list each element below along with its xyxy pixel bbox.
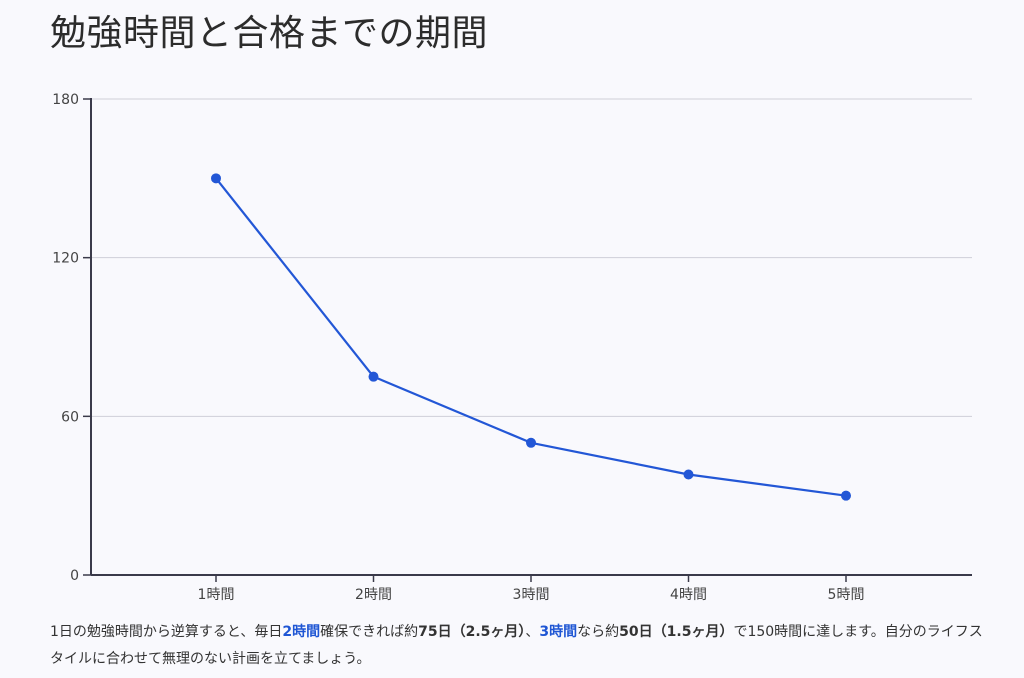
- chart-title: 勉強時間と合格までの期間: [50, 13, 489, 54]
- caption-bold-50days: 50日（1.5ヶ月）: [619, 624, 734, 640]
- caption-highlight-3h: 3時間: [539, 624, 578, 640]
- caption-text-5: で150時間に達します。自分のライフスタイルに合わせて無理のない計画を立てましょ…: [50, 624, 983, 667]
- data-point-1: [211, 173, 221, 184]
- y-axis-ticks: 0 60 120 180: [52, 92, 91, 584]
- data-point-3: [526, 437, 536, 448]
- x-axis-ticks: 1時間 2時間 3時間 4時間 5時間: [198, 575, 865, 603]
- y-tick-label-60: 60: [61, 409, 79, 425]
- data-point-2: [368, 371, 379, 382]
- x-tick-label-1: 1時間: [198, 587, 235, 603]
- x-tick-label-5: 5時間: [828, 587, 865, 603]
- caption-highlight-2h: 2時間: [282, 624, 321, 640]
- x-tick-label-3: 3時間: [513, 587, 550, 603]
- chart-caption: 1日の勉強時間から逆算すると、毎日2時間確保できれば約75日（2.5ヶ月）、3時…: [50, 619, 985, 673]
- caption-text-3: 、: [525, 624, 540, 640]
- line-chart: 0 60 120 180 1時間 2時間 3時間 4時間 5時間: [52, 92, 972, 603]
- series-line: [211, 173, 851, 501]
- gridlines: [91, 98, 972, 417]
- x-tick-label-2: 2時間: [355, 587, 392, 603]
- y-tick-label-180: 180: [52, 92, 79, 108]
- data-point-4: [683, 469, 694, 480]
- caption-bold-75days: 75日（2.5ヶ月）: [418, 624, 526, 640]
- y-tick-label-120: 120: [52, 251, 79, 267]
- y-tick-label-0: 0: [70, 568, 79, 584]
- caption-text-2: 確保できれば約: [320, 624, 419, 640]
- caption-text-4: なら約: [577, 624, 620, 640]
- axes: [90, 98, 972, 576]
- caption-text-1: 1日の勉強時間から逆算すると、毎日: [50, 624, 283, 640]
- series-polyline: [215, 177, 847, 497]
- data-point-5: [841, 490, 851, 501]
- x-tick-label-4: 4時間: [670, 587, 707, 603]
